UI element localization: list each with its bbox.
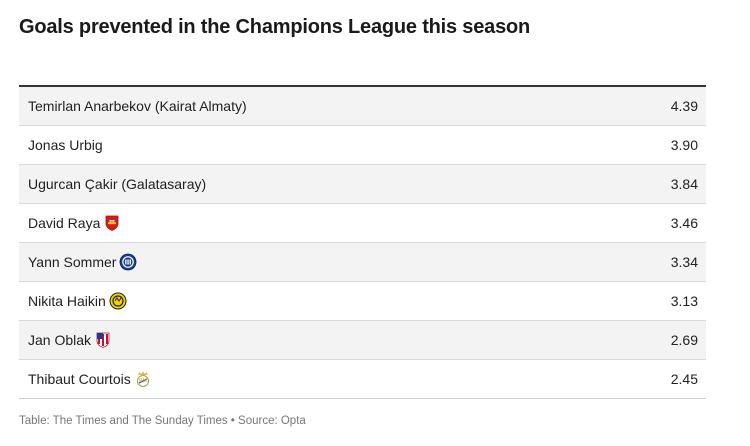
- source-footer: Table: The Times and The Sunday Times • …: [19, 415, 306, 427]
- player-name-text: Yann Sommer: [28, 254, 117, 270]
- player-name-text: Jan Oblak: [28, 332, 92, 348]
- player-name: Jonas Urbig: [19, 137, 103, 153]
- goals-prevented-value: 4.39: [670, 98, 698, 114]
- real-madrid-crest-icon: RM: [134, 370, 152, 388]
- player-name: Jan Oblak: [19, 331, 112, 349]
- goals-prevented-table: Temirlan Anarbekov (Kairat Almaty) 4.39 Jo…: [19, 85, 706, 399]
- table-row: Temirlan Anarbekov (Kairat Almaty) 4.39: [19, 87, 706, 126]
- player-name-text: Jonas Urbig: [28, 137, 103, 153]
- goals-prevented-value: 2.69: [670, 332, 698, 348]
- table-row: Jonas Urbig 3.90: [19, 126, 706, 165]
- player-name-text: Nikita Haikin: [28, 293, 106, 309]
- bodo-glimt-crest-icon: [109, 292, 127, 310]
- player-name: Temirlan Anarbekov (Kairat Almaty): [19, 98, 247, 114]
- player-name: Nikita Haikin: [19, 292, 127, 310]
- goals-prevented-value: 3.34: [670, 254, 698, 270]
- player-name: Yann Sommer: [19, 253, 137, 271]
- goals-prevented-value: 3.90: [670, 137, 698, 153]
- table-row: Yann Sommer 3.34: [19, 243, 706, 282]
- goals-prevented-value: 2.45: [670, 371, 698, 387]
- goals-prevented-value: 3.84: [670, 176, 698, 192]
- table-row: Nikita Haikin 3.13: [19, 282, 706, 321]
- player-name-text: Ugurcan Çakir (Galatasaray): [28, 176, 207, 192]
- table-row: Jan Oblak 2.69: [19, 321, 706, 360]
- table-row: Ugurcan Çakir (Galatasaray) 3.84: [19, 165, 706, 204]
- player-name: David Raya: [19, 214, 121, 232]
- goals-prevented-value: 3.46: [670, 215, 698, 231]
- player-name-text: David Raya: [28, 215, 101, 231]
- table-row: David Raya 3.46: [19, 204, 706, 243]
- goals-prevented-value: 3.13: [670, 293, 698, 309]
- chart-title: Goals prevented in the Champions League …: [19, 16, 531, 38]
- player-name-text: Temirlan Anarbekov (Kairat Almaty): [28, 98, 247, 114]
- arsenal-crest-icon: [103, 214, 121, 232]
- player-name: Ugurcan Çakir (Galatasaray): [19, 176, 206, 192]
- atletico-crest-icon: [94, 331, 112, 349]
- player-name: Thibaut Courtois RM: [19, 370, 152, 388]
- table-row: Thibaut Courtois RM 2.45: [19, 360, 706, 399]
- player-name-text: Thibaut Courtois: [28, 371, 131, 387]
- svg-text:RM: RM: [139, 379, 147, 385]
- inter-crest-icon: [119, 253, 137, 271]
